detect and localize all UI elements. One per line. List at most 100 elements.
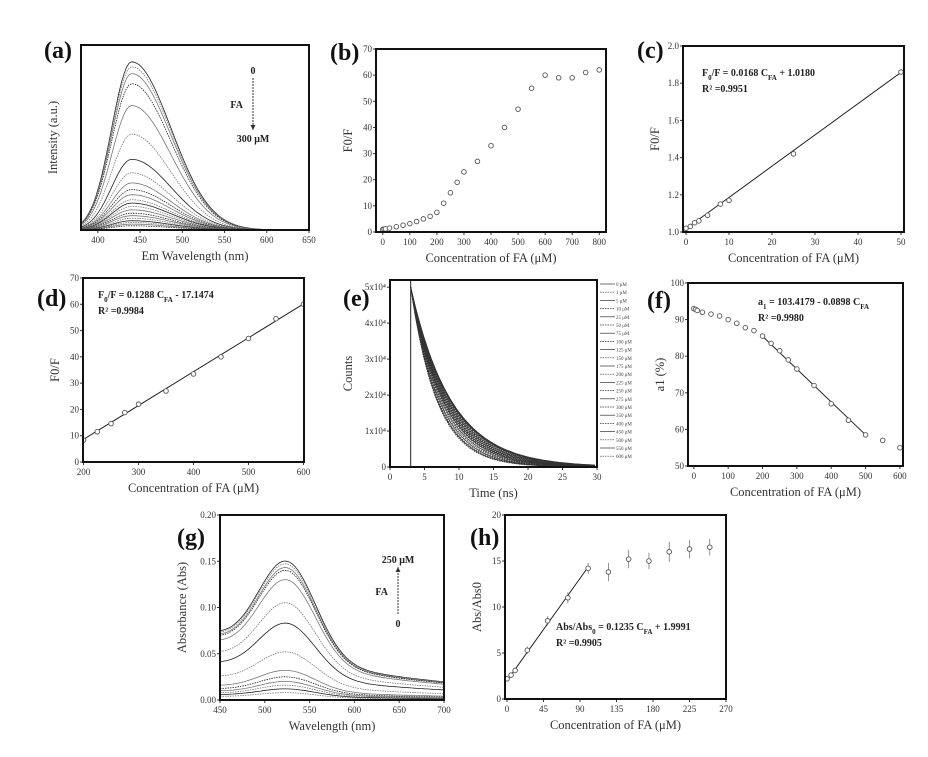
x-tick-label: 200 [430, 237, 444, 247]
data-point [726, 317, 731, 322]
y-axis-label: Absorbance (Abs) [175, 562, 189, 653]
fit-equation: Abs/Abs0 = 0.1235 CFA + 1.9991 [556, 622, 691, 636]
panel-label: (b) [330, 40, 359, 66]
x-tick-label: 700 [565, 237, 579, 247]
data-point [475, 159, 480, 164]
y-tick-label: 0.05 [200, 649, 216, 659]
plot-area [220, 561, 443, 699]
absorbance-curve [220, 570, 443, 683]
legend-label: 175 μM [616, 365, 632, 370]
subscript: FA [644, 628, 653, 636]
y-tick-label: 70 [70, 273, 80, 283]
data-point [441, 201, 446, 206]
decay-curve [411, 287, 595, 465]
y-axis-label: Abs/Abs0 [470, 582, 484, 632]
legend-label: 250 μM [616, 390, 632, 395]
y-axis-label: F0/F [648, 127, 662, 151]
data-point [734, 321, 739, 326]
y-axis-label: Intensity (a.u.) [46, 101, 60, 174]
y-tick-label: 20 [363, 175, 373, 185]
data-point [556, 75, 561, 80]
x-tick-label: 180 [646, 704, 660, 714]
y-tick-label: 3x10⁴ [365, 354, 386, 364]
data-point [164, 389, 169, 394]
x-tick-label: 500 [859, 471, 873, 481]
data-point [525, 648, 530, 653]
data-point [795, 367, 800, 372]
data-point [606, 570, 611, 575]
x-axis-label: Concentration of FA (μM) [425, 251, 556, 265]
x-axis-label: Concentration of FA (μM) [730, 485, 861, 499]
text-segment: Abs/Abs [556, 622, 592, 633]
subscript: FA [860, 303, 869, 311]
data-point [489, 143, 494, 148]
y-axis-label: a1 (%) [653, 358, 667, 392]
data-point [688, 224, 693, 229]
panel-d: (d)200300400500600010203040506070Concent… [37, 273, 311, 495]
data-point [727, 198, 732, 203]
legend-label: 50 μM [616, 324, 630, 329]
r-squared: R² =0.9905 [556, 638, 602, 649]
x-tick-label: 600 [538, 237, 552, 247]
plot-frame [688, 283, 903, 466]
data-point [898, 445, 903, 450]
y-axis-label: F0/F [341, 129, 355, 153]
x-axis-label: Time (ns) [469, 486, 518, 500]
y-tick-label: 10 [70, 431, 80, 441]
r-squared: R² =0.9951 [702, 84, 748, 95]
x-tick-label: 45 [539, 704, 549, 714]
x-tick-label: 800 [592, 237, 606, 247]
y-tick-label: 0 [75, 457, 80, 467]
panel-label: (f) [647, 288, 671, 314]
plot-frame [505, 515, 726, 699]
panel-c: (c)010203040501.01.21.41.61.82.0Concentr… [637, 38, 906, 265]
legend-label: 5 μM [616, 299, 627, 304]
x-tick-label: 20 [524, 472, 534, 482]
x-tick-label: 400 [91, 235, 105, 245]
y-tick-label: 0.20 [200, 510, 216, 520]
plot-frame [220, 515, 444, 700]
x-tick-label: 0 [505, 704, 510, 714]
legend-label: 25 μM [616, 316, 630, 321]
y-tick-label: 60 [70, 299, 80, 309]
panel-b: (b)0100200300400500600700800010203040506… [330, 40, 606, 265]
arrow-mid-label: FA [230, 100, 243, 111]
data-point [545, 619, 550, 624]
panel-h: (h)0459013518022527005101520Concentratio… [470, 510, 733, 732]
data-point [401, 223, 406, 228]
data-point [566, 596, 571, 601]
x-tick-label: 400 [824, 471, 838, 481]
fit-equation: F0/F = 0.1288 CFA - 17.1474 [98, 290, 214, 304]
data-point [570, 75, 575, 80]
x-tick-label: 30 [593, 472, 603, 482]
panel-f: (f)01002003004005006005060708090100Conce… [647, 278, 907, 499]
data-point [880, 438, 885, 443]
x-tick-label: 225 [683, 704, 697, 714]
x-tick-label: 400 [187, 467, 201, 477]
y-tick-label: 100 [671, 278, 685, 288]
arrow-mid-label: FA [375, 587, 388, 598]
arrow-bottom-label: 0 [396, 619, 401, 630]
panel-label: (a) [44, 38, 72, 64]
x-tick-label: 550 [218, 235, 232, 245]
data-point [697, 219, 702, 224]
x-tick-label: 200 [77, 467, 91, 477]
y-tick-label: 1.0 [668, 227, 680, 237]
x-tick-label: 100 [721, 471, 735, 481]
x-tick-label: 600 [893, 471, 907, 481]
panel-label: (h) [470, 525, 499, 551]
y-tick-label: 1.4 [668, 153, 680, 163]
y-tick-label: 1.6 [668, 115, 680, 125]
x-tick-label: 500 [258, 705, 272, 715]
y-tick-label: 0.00 [200, 695, 216, 705]
absorbance-curve [220, 580, 443, 685]
x-tick-label: 30 [810, 237, 820, 247]
y-tick-label: 0 [382, 462, 387, 472]
data-point [760, 334, 765, 339]
x-tick-label: 100 [403, 237, 417, 247]
legend-label: 1 μM [616, 291, 627, 296]
fit-equation: a1 = 103.4179 - 0.0898 CFA [758, 297, 869, 311]
arrowhead-icon [251, 125, 256, 130]
x-tick-label: 25 [558, 472, 568, 482]
absorbance-curve [220, 623, 443, 690]
